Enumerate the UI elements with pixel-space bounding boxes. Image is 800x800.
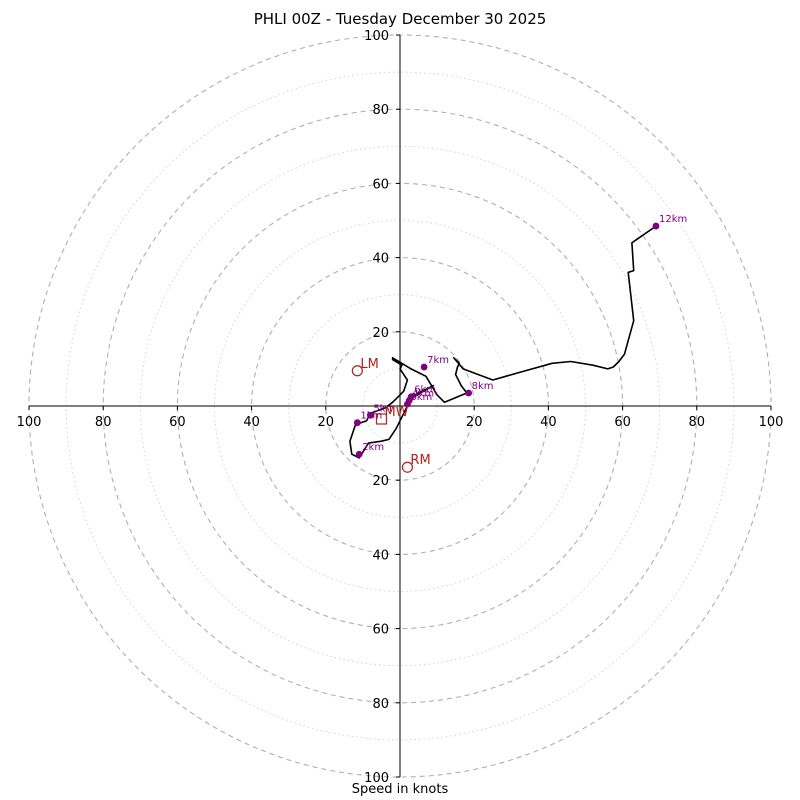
chart-title: PHLI 00Z - Tuesday December 30 2025 — [253, 10, 547, 28]
x-tick-label: 80 — [689, 415, 706, 430]
motion-label-lm: LM — [360, 357, 378, 372]
y-tick-label: 20 — [372, 326, 389, 341]
y-tick-label: 40 — [372, 252, 389, 267]
height-marker-5km — [366, 411, 374, 419]
y-tick-label: 100 — [364, 29, 389, 44]
x-tick-label: 60 — [614, 415, 631, 430]
x-tick-label: 60 — [169, 415, 186, 430]
height-label-12km: 12km — [659, 214, 687, 225]
height-marker-6km — [407, 393, 415, 401]
x-tick-label: 20 — [466, 415, 483, 430]
height-marker-7km — [420, 363, 428, 371]
axes — [29, 35, 771, 777]
y-tick-label: 100 — [364, 771, 389, 786]
height-label-3km: 3km — [410, 392, 432, 403]
x-tick-label: 40 — [540, 415, 557, 430]
height-markers: 1km2km3km4km5km6km7km8km12km — [353, 214, 687, 458]
hodograph-trace-line — [349, 225, 657, 459]
x-tick-label: 100 — [17, 415, 42, 430]
y-tick-label: 80 — [372, 103, 389, 118]
x-tick-label: 100 — [759, 415, 784, 430]
height-label-7km: 7km — [427, 355, 449, 366]
tick-labels: 20 20 20 20 40 40 40 40 60 60 60 60 80 80 80 80 100 100 10… — [17, 29, 784, 786]
height-label-4km: 4km — [412, 388, 434, 399]
y-tick-label: 60 — [372, 623, 389, 638]
height-label-6km: 6km — [414, 385, 436, 396]
height-marker-8km — [465, 389, 473, 397]
storm-motion-markers: LM RM MW — [351, 357, 431, 473]
motion-marker-rm — [401, 461, 414, 473]
height-label-2km: 2km — [362, 442, 384, 453]
x-tick-label: 40 — [243, 415, 260, 430]
y-tick-label: 80 — [372, 697, 389, 712]
y-tick-label: 20 — [372, 474, 389, 489]
x-axis-label: Speed in knots — [351, 782, 449, 797]
y-tick-label: 40 — [372, 548, 389, 563]
wind-trace — [349, 225, 657, 459]
height-marker-12km — [652, 222, 660, 230]
motion-marker-mw — [375, 413, 388, 425]
height-label-8km: 8km — [472, 381, 494, 392]
height-marker-2km — [355, 450, 363, 458]
y-tick-label: 60 — [372, 177, 389, 192]
height-marker-1km — [353, 419, 361, 427]
height-label-5km: 5km — [373, 403, 395, 414]
motion-label-mw: MW — [384, 405, 408, 420]
x-tick-label: 80 — [95, 415, 112, 430]
motion-marker-lm — [351, 365, 363, 377]
x-tick-label: 20 — [318, 415, 335, 430]
motion-label-rm: RM — [410, 453, 430, 468]
